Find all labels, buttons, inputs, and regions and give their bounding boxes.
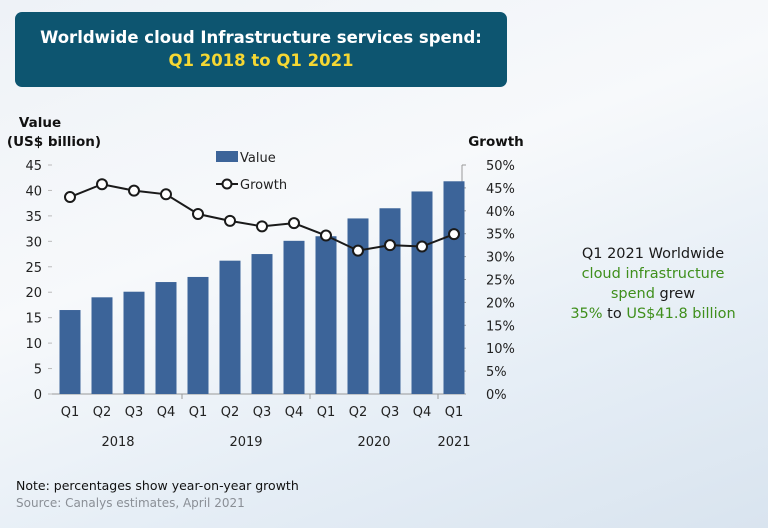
- left-tick-label: 10: [25, 337, 42, 352]
- growth-point: [64, 191, 76, 204]
- right-tick-label: 20%: [486, 296, 515, 311]
- x-tick-label: Q3: [253, 405, 272, 420]
- callout-spend: spend: [610, 286, 655, 302]
- left-tick-label: 5: [34, 363, 42, 378]
- right-tick-label: 45%: [486, 182, 515, 197]
- x-tick-label: Q1: [445, 405, 464, 420]
- bar-value: [251, 254, 273, 394]
- bar-value: [91, 297, 113, 394]
- bar-value: [59, 310, 81, 394]
- x-tick-label: Q3: [381, 405, 400, 420]
- chart-title-banner: Worldwide cloud Infrastructure services …: [15, 12, 507, 87]
- right-tick-label: 10%: [486, 342, 515, 357]
- right-axis-title: Growth: [468, 134, 524, 150]
- x-tick-label: Q2: [221, 405, 240, 420]
- left-tick-label: 30: [25, 235, 42, 250]
- bar-value: [187, 276, 209, 394]
- x-tick-label: Q1: [317, 405, 336, 420]
- year-label: 2019: [229, 435, 262, 450]
- right-tick-label: 50%: [486, 159, 515, 174]
- bar-value: [219, 260, 241, 394]
- legend: Value Growth: [216, 151, 287, 193]
- left-tick-label: 25: [25, 261, 42, 276]
- growth-point: [128, 184, 140, 197]
- growth-point: [256, 220, 268, 233]
- x-tick-label: Q4: [157, 405, 176, 420]
- x-tick-label: Q1: [189, 405, 208, 420]
- left-axis-title-1: Value: [19, 115, 61, 131]
- bar-value: [443, 181, 465, 394]
- chart-title: Worldwide cloud Infrastructure services …: [40, 28, 482, 47]
- source-note: Source: Canalys estimates, April 2021: [16, 496, 245, 510]
- callout-to: to: [602, 306, 627, 322]
- year-label: 2018: [101, 435, 134, 450]
- callout-percent: 35%: [570, 306, 603, 322]
- left-tick-label: 20: [25, 286, 42, 301]
- growth-point: [384, 239, 396, 252]
- right-tick-label: 35%: [486, 228, 515, 243]
- chart-subtitle: Q1 2018 to Q1 2021: [168, 51, 354, 70]
- growth-point: [96, 178, 108, 191]
- x-tick-label: Q1: [61, 405, 80, 420]
- x-tick-label: Q2: [349, 405, 368, 420]
- callout-line-1: Q1 2021 Worldwide: [581, 246, 725, 262]
- growth-point: [192, 208, 204, 221]
- growth-point: [416, 240, 428, 253]
- left-tick-label: 15: [25, 312, 42, 327]
- callout-amount: US$41.8 billion: [626, 306, 736, 322]
- bar-value: [315, 236, 337, 394]
- highlight-callout: Q1 2021 Worldwide cloud infrastructure s…: [548, 244, 758, 324]
- bar-value: [123, 291, 145, 394]
- legend-growth-label: Growth: [240, 178, 287, 193]
- growth-point: [320, 229, 332, 242]
- growth-point: [160, 188, 172, 201]
- bar-value: [411, 191, 433, 394]
- x-tick-label: Q3: [125, 405, 144, 420]
- bar-value: [347, 218, 369, 394]
- left-axis-title-2: (US$ billion): [7, 134, 101, 150]
- growth-point: [352, 244, 364, 257]
- footnote: Note: percentages show year-on-year grow…: [16, 478, 299, 493]
- growth-point: [288, 217, 300, 230]
- right-tick-label: 30%: [486, 251, 515, 266]
- year-label: 2020: [357, 435, 390, 450]
- left-tick-label: 45: [25, 159, 42, 174]
- bar-value: [155, 282, 177, 394]
- bar-value: [283, 240, 305, 394]
- right-tick-label: 40%: [486, 205, 515, 220]
- left-tick-label: 40: [25, 184, 42, 199]
- right-tick-label: 15%: [486, 319, 515, 334]
- bar-value: [379, 208, 401, 394]
- growth-point: [224, 214, 236, 227]
- x-tick-label: Q4: [285, 405, 304, 420]
- growth-point: [448, 228, 460, 241]
- right-tick-label: 5%: [486, 365, 507, 380]
- legend-value-swatch: [216, 151, 238, 162]
- left-tick-label: 0: [34, 388, 42, 403]
- year-label: 2021: [437, 435, 470, 450]
- left-tick-label: 35: [25, 210, 42, 225]
- right-tick-label: 0%: [486, 388, 507, 403]
- x-tick-label: Q2: [93, 405, 112, 420]
- callout-grew: grew: [654, 286, 696, 302]
- legend-growth-marker: [221, 178, 233, 190]
- right-tick-label: 25%: [486, 274, 515, 289]
- callout-line-2: cloud infrastructure: [581, 266, 725, 282]
- legend-value-label: Value: [240, 151, 276, 166]
- x-tick-label: Q4: [413, 405, 432, 420]
